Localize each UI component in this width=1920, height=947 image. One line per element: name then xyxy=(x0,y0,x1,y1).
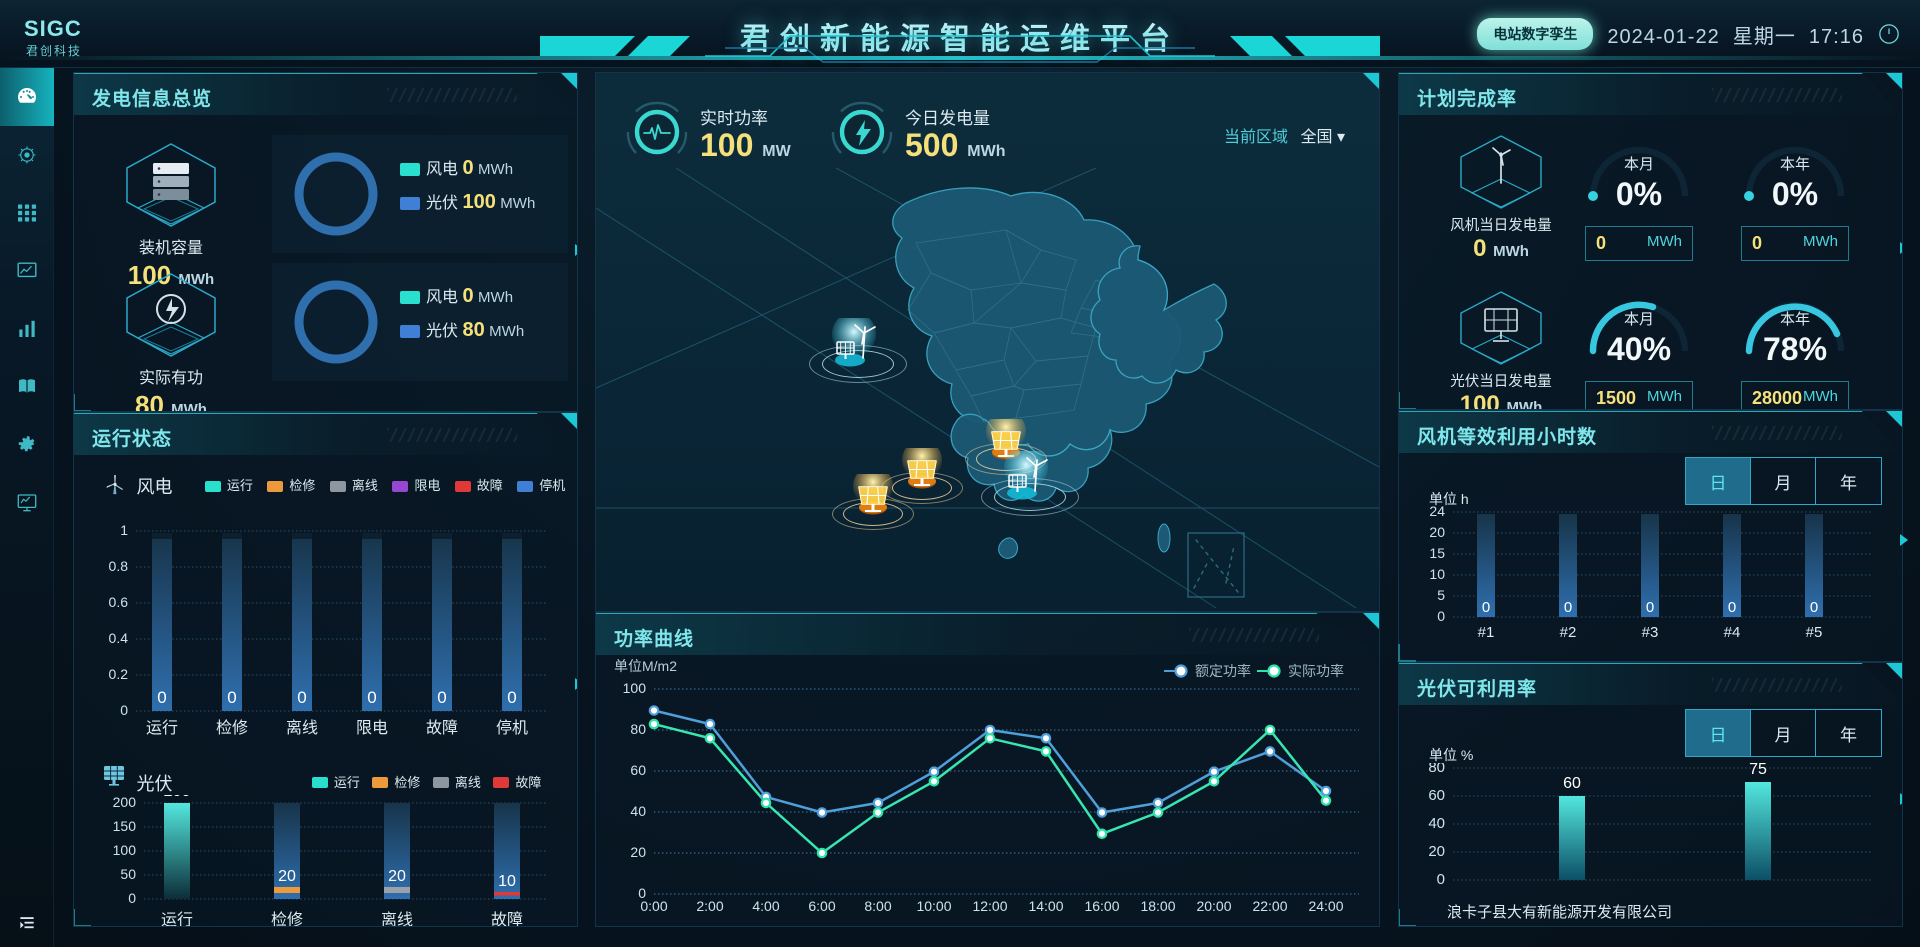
svg-text:10:00: 10:00 xyxy=(916,898,951,914)
svg-text:单位M/m2: 单位M/m2 xyxy=(614,659,677,674)
svg-text:15: 15 xyxy=(1429,545,1445,561)
svg-text:运行: 运行 xyxy=(161,911,193,927)
svg-text:0: 0 xyxy=(128,890,136,906)
svg-text:4:00: 4:00 xyxy=(752,898,779,914)
svg-text:80: 80 xyxy=(630,721,646,737)
svg-text:0: 0 xyxy=(227,688,236,707)
svg-text:离线: 离线 xyxy=(381,911,413,927)
svg-text:限电: 限电 xyxy=(356,719,388,737)
svg-text:0: 0 xyxy=(1646,599,1654,616)
svg-text:20: 20 xyxy=(1429,524,1445,540)
svg-text:0: 0 xyxy=(367,688,376,707)
svg-text:20: 20 xyxy=(388,868,406,885)
svg-text:0: 0 xyxy=(120,702,128,718)
svg-text:100: 100 xyxy=(113,842,137,858)
svg-text:60: 60 xyxy=(1428,787,1445,804)
svg-text:40: 40 xyxy=(1428,815,1445,832)
svg-text:200: 200 xyxy=(164,795,191,800)
svg-text:0.4: 0.4 xyxy=(109,630,129,646)
svg-text:40: 40 xyxy=(630,803,646,819)
svg-text:0.6: 0.6 xyxy=(109,594,129,610)
svg-text:0: 0 xyxy=(1437,871,1445,888)
svg-text:#5: #5 xyxy=(1806,624,1823,641)
svg-text:0: 0 xyxy=(1810,599,1818,616)
svg-text:0: 0 xyxy=(1564,599,1572,616)
svg-text:0: 0 xyxy=(1482,599,1490,616)
svg-text:0.2: 0.2 xyxy=(109,666,129,682)
svg-text:150: 150 xyxy=(113,818,137,834)
svg-text:故障: 故障 xyxy=(426,719,458,737)
svg-text:0: 0 xyxy=(297,688,306,707)
svg-text:0: 0 xyxy=(437,688,446,707)
svg-text:10: 10 xyxy=(1429,566,1445,582)
svg-text:0: 0 xyxy=(157,688,166,707)
svg-text:60: 60 xyxy=(630,762,646,778)
svg-text:#1: #1 xyxy=(1478,624,1495,641)
svg-text:50: 50 xyxy=(120,866,136,882)
svg-text:检修: 检修 xyxy=(271,911,303,927)
svg-text:8:00: 8:00 xyxy=(864,898,891,914)
svg-text:60: 60 xyxy=(1563,775,1581,792)
svg-text:离线: 离线 xyxy=(286,719,318,737)
svg-text:24:00: 24:00 xyxy=(1308,898,1343,914)
svg-text:1: 1 xyxy=(120,522,128,538)
svg-text:6:00: 6:00 xyxy=(808,898,835,914)
svg-text:80: 80 xyxy=(1428,763,1445,776)
svg-text:#2: #2 xyxy=(1560,624,1577,641)
svg-text:20: 20 xyxy=(630,844,646,860)
svg-text:20: 20 xyxy=(278,868,296,885)
svg-text:10: 10 xyxy=(498,873,516,890)
svg-text:18:00: 18:00 xyxy=(1140,898,1175,914)
svg-text:0: 0 xyxy=(1728,599,1736,616)
svg-text:20: 20 xyxy=(1428,843,1445,860)
svg-text:5: 5 xyxy=(1437,587,1445,603)
svg-text:运行: 运行 xyxy=(146,719,178,737)
svg-text:24: 24 xyxy=(1429,503,1445,519)
svg-text:2:00: 2:00 xyxy=(696,898,723,914)
svg-text:16:00: 16:00 xyxy=(1084,898,1119,914)
svg-text:停机: 停机 xyxy=(496,719,528,737)
svg-text:额定功率: 额定功率 xyxy=(1195,663,1251,679)
svg-text:检修: 检修 xyxy=(216,719,248,737)
svg-text:0:00: 0:00 xyxy=(640,898,667,914)
svg-text:100: 100 xyxy=(623,680,647,696)
svg-text:20:00: 20:00 xyxy=(1196,898,1231,914)
svg-text:实际功率: 实际功率 xyxy=(1288,663,1344,679)
svg-text:#3: #3 xyxy=(1642,624,1659,641)
svg-text:200: 200 xyxy=(113,795,137,810)
svg-text:#4: #4 xyxy=(1724,624,1741,641)
svg-text:75: 75 xyxy=(1749,763,1767,778)
svg-text:0.8: 0.8 xyxy=(109,558,129,574)
svg-text:0: 0 xyxy=(507,688,516,707)
svg-text:0: 0 xyxy=(1437,608,1445,624)
svg-text:故障: 故障 xyxy=(491,911,523,927)
